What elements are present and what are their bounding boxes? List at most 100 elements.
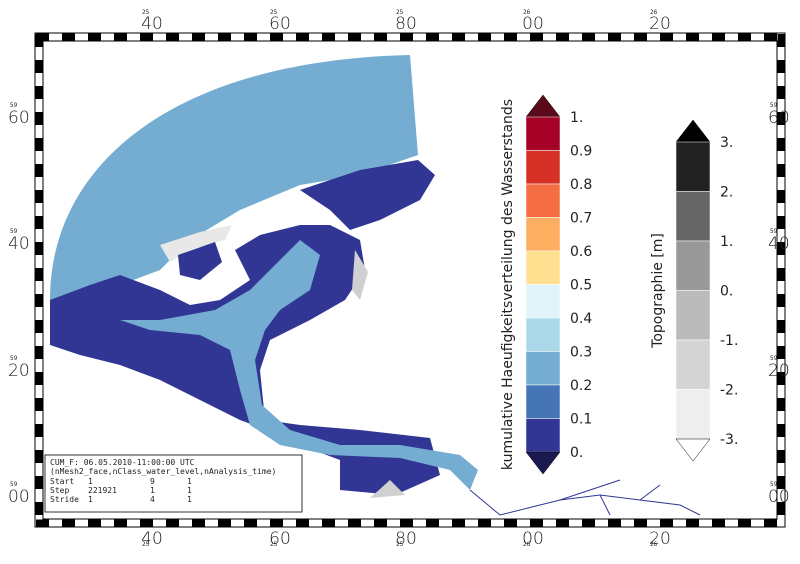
- info-line: CUM_F: 06.05.2010-11:00:00 UTC: [50, 458, 195, 467]
- lon-label: 60: [269, 529, 291, 549]
- legend-label: 0.: [720, 284, 733, 300]
- lon-label: 80: [395, 529, 417, 549]
- info-cell: 1: [88, 495, 93, 504]
- lat-minor: 59: [770, 228, 778, 235]
- lon-minor: 25: [396, 541, 404, 548]
- lat-minor: 59: [770, 355, 778, 362]
- shore: [352, 250, 368, 300]
- lat-label: 20: [8, 361, 30, 381]
- color-box: [525, 150, 561, 185]
- tidal-flat: [300, 160, 435, 230]
- legend-title: Topographie [m]: [650, 233, 666, 349]
- info-cell: Step: [50, 486, 69, 495]
- lon-minor: 26: [650, 541, 658, 548]
- legend-label: -3.: [720, 432, 738, 448]
- info-line: (nMesh2_face,nClass_water_level,nAnalysi…: [50, 467, 276, 476]
- lon-minor: 26: [523, 9, 531, 16]
- legend-label: 0.: [570, 445, 583, 461]
- info-cell: 1: [187, 477, 192, 486]
- sea: [50, 55, 418, 300]
- info-cell: 1: [88, 477, 93, 486]
- arrow-top: [675, 119, 711, 143]
- info-cell: 221921: [88, 486, 117, 495]
- lon-minor: 26: [523, 541, 531, 548]
- lat-label: 40: [8, 234, 30, 254]
- legend-label: 0.7: [570, 211, 592, 227]
- legend-label: 0.3: [570, 345, 592, 361]
- legend-label: -1.: [720, 333, 738, 349]
- outer-frame: [34, 32, 786, 528]
- lat-label: 40: [768, 234, 790, 254]
- info-cell: 4: [150, 495, 155, 504]
- lat-minor: 59: [770, 481, 778, 488]
- lon-minor: 25: [270, 9, 278, 16]
- lon-minor: 26: [650, 9, 658, 16]
- legend-label: 0.9: [570, 144, 592, 160]
- legend-label: 2.: [720, 185, 733, 201]
- info-cell: 1: [187, 486, 192, 495]
- lat-minor: 59: [10, 228, 18, 235]
- lon-label: 00: [522, 529, 544, 549]
- legend-label: 0.6: [570, 244, 592, 260]
- legend-label: -2.: [720, 383, 738, 399]
- lat-minor: 59: [10, 481, 18, 488]
- lon-label: 20: [649, 529, 671, 549]
- arrow-top: [525, 94, 561, 118]
- color-box: [525, 250, 561, 285]
- legend-title: kumulative Haeufigkeitsverteilung des Wa…: [500, 99, 516, 470]
- info-cell: Start: [50, 477, 74, 486]
- flat: [178, 242, 222, 280]
- legend-label: 0.4: [570, 311, 592, 327]
- legend-label: 0.1: [570, 412, 592, 428]
- color-box: [525, 116, 561, 151]
- legend-label: 0.5: [570, 278, 592, 294]
- lat-label: 00: [768, 487, 790, 507]
- lon-minor: 25: [396, 9, 404, 16]
- color-box: [525, 217, 561, 252]
- river: [469, 479, 701, 516]
- shore-2: [370, 480, 405, 498]
- color-box: [525, 183, 561, 218]
- lon-label: 60: [269, 14, 291, 34]
- lon-minor: 25: [142, 9, 150, 16]
- legends: 1. 0.9 0.8 0.7 0.6 0.5 0.4 0.3 0.2 0.1 0. kumulativ…: [500, 94, 738, 475]
- lat-label: 60: [8, 108, 30, 128]
- lat-label: 20: [768, 361, 790, 381]
- info-cell: 1: [150, 486, 155, 495]
- color-box: [525, 284, 561, 319]
- color-box: [675, 240, 711, 291]
- lat-minor: 59: [770, 102, 778, 109]
- color-box: [525, 384, 561, 419]
- color-box: [525, 418, 561, 453]
- color-box: [675, 389, 711, 440]
- lon-label: 20: [649, 14, 671, 34]
- info-cell: Stride: [50, 495, 79, 504]
- lon-label: 80: [395, 14, 417, 34]
- color-box: [525, 317, 561, 352]
- lat-label: 00: [8, 487, 30, 507]
- lat-minor: 59: [10, 102, 18, 109]
- legend-label: 1.: [720, 234, 733, 250]
- island: [160, 225, 232, 262]
- map: [50, 55, 701, 516]
- legend-label: 0.8: [570, 177, 592, 193]
- lat-minor: 59: [10, 355, 18, 362]
- inner-frame: [42, 40, 778, 520]
- lon-label: 00: [522, 14, 544, 34]
- channel: [120, 240, 478, 490]
- color-box: [675, 141, 711, 192]
- info-box: [44, 454, 303, 513]
- color-box: [525, 351, 561, 386]
- lon-minor: 25: [270, 541, 278, 548]
- color-box: [675, 339, 711, 390]
- lon-label: 40: [141, 14, 163, 34]
- checker-frame: [35, 33, 785, 527]
- color-box: [675, 191, 711, 242]
- legend-label: 3.: [720, 135, 733, 151]
- lat-label: 60: [768, 108, 790, 128]
- arrow-bottom: [675, 438, 711, 462]
- info-cell: 1: [187, 495, 192, 504]
- info-cell: 9: [150, 477, 155, 486]
- lon-label: 40: [141, 529, 163, 549]
